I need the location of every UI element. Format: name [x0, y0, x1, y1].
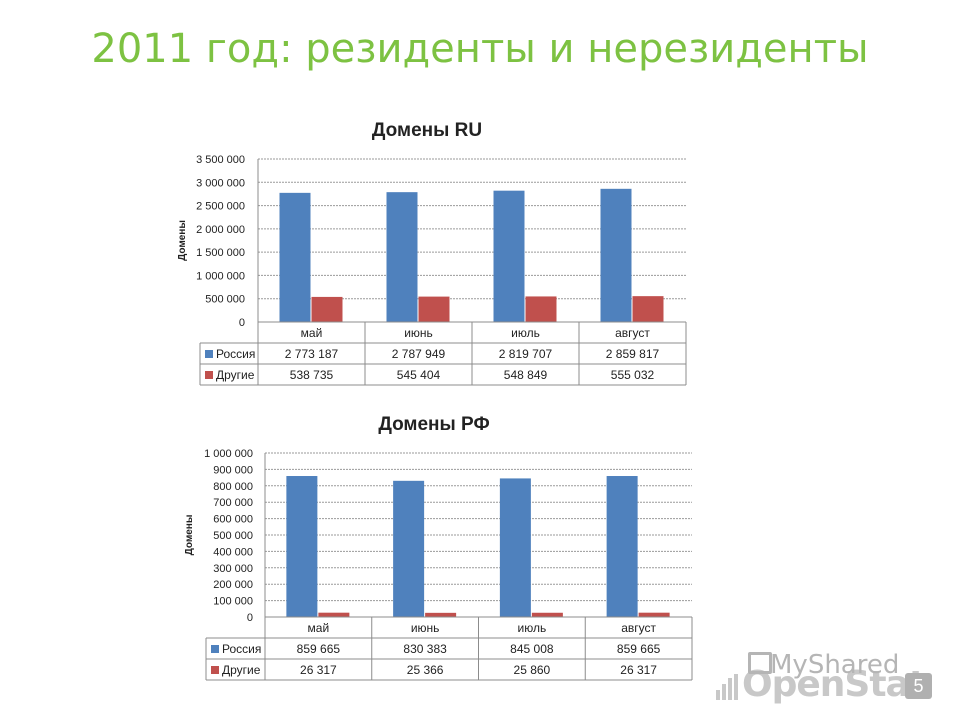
y-tick-label: 200 000 — [213, 579, 253, 591]
y-tick-label: 1 000 000 — [204, 448, 253, 460]
y-axis-label: Домены — [177, 220, 188, 261]
y-tick-label: 700 000 — [213, 497, 253, 509]
category-label: август — [615, 326, 650, 340]
openstat-logo-text: OpenStat — [742, 664, 926, 705]
legend-swatch-drugie — [211, 666, 219, 674]
data-label: 25 366 — [407, 663, 444, 677]
bar-drugie — [418, 296, 450, 322]
legend-label: Другие — [216, 368, 255, 382]
bar-drugie — [318, 612, 350, 617]
y-tick-label: 500 000 — [213, 530, 253, 542]
openstat-bars-icon — [716, 674, 740, 700]
data-label: 2 773 187 — [285, 347, 339, 361]
bar-drugie — [525, 296, 557, 322]
legend-label: Другие — [222, 663, 261, 677]
data-label: 25 860 — [514, 663, 551, 677]
bar-drugie — [425, 612, 457, 617]
myshared-logo-text: MyShared — [770, 650, 900, 680]
openstat-watermark: OpenStat MyShared — [712, 650, 944, 708]
legend-swatch-rossiya — [205, 350, 213, 358]
data-label: 859 665 — [297, 642, 341, 656]
y-tick-label: 300 000 — [213, 563, 253, 575]
y-tick-label: 3 000 000 — [196, 177, 245, 189]
y-tick-label: 1 500 000 — [196, 247, 245, 259]
y-tick-label: 1 000 000 — [196, 270, 245, 282]
data-label: 26 317 — [300, 663, 337, 677]
legend-label: Россия — [222, 642, 261, 656]
bar-drugie — [632, 296, 664, 322]
bar-rossiya — [493, 190, 525, 322]
y-tick-label: 2 000 000 — [196, 224, 245, 236]
category-label: май — [301, 326, 323, 340]
data-label: 2 819 707 — [499, 347, 553, 361]
data-label: 545 404 — [397, 368, 441, 382]
bar-rossiya — [286, 476, 318, 617]
legend-swatch-rossiya — [211, 645, 219, 653]
category-label: июнь — [404, 326, 433, 340]
data-label: 26 317 — [620, 663, 657, 677]
category-label: июль — [518, 621, 547, 635]
y-tick-label: 800 000 — [213, 481, 253, 493]
bar-rossiya — [600, 188, 632, 322]
slide-title: 2011 год: резиденты и нерезиденты — [91, 26, 869, 72]
bar-rossiya — [499, 478, 531, 617]
bar-rossiya — [279, 192, 311, 322]
y-tick-label: 900 000 — [213, 464, 253, 476]
bar-rossiya — [386, 192, 418, 322]
y-tick-label: 0 — [239, 317, 245, 329]
y-tick-label: 0 — [247, 612, 253, 624]
bar-rossiya — [606, 476, 638, 617]
category-label: июль — [511, 326, 540, 340]
y-tick-label: 600 000 — [213, 514, 253, 526]
bar-drugie — [311, 296, 343, 322]
y-tick-label: 400 000 — [213, 546, 253, 558]
category-label: июнь — [411, 621, 440, 635]
bar-rossiya — [393, 480, 425, 617]
slide-number: 5 — [905, 673, 932, 699]
data-label: 2 859 817 — [606, 347, 660, 361]
y-tick-label: 3 500 000 — [196, 154, 245, 166]
category-label: август — [621, 621, 656, 635]
data-label: 538 735 — [290, 368, 334, 382]
myshared-icon — [748, 652, 772, 674]
legend-label: Россия — [216, 347, 255, 361]
data-label: 2 787 949 — [392, 347, 446, 361]
data-label: 830 383 — [403, 642, 447, 656]
bar-drugie — [638, 612, 670, 617]
y-tick-label: 100 000 — [213, 596, 253, 608]
y-axis-label: Домены — [184, 515, 195, 556]
data-label: 555 032 — [611, 368, 655, 382]
data-label: 548 849 — [504, 368, 548, 382]
data-label: 845 008 — [510, 642, 554, 656]
legend-swatch-drugie — [205, 371, 213, 379]
bar-drugie — [531, 612, 563, 617]
y-tick-label: 2 500 000 — [196, 201, 245, 213]
chart-title: Домены RU — [372, 120, 482, 141]
data-label: 859 665 — [617, 642, 661, 656]
category-label: май — [308, 621, 330, 635]
y-tick-label: 500 000 — [205, 294, 245, 306]
chart-title: Домены РФ — [378, 414, 489, 435]
